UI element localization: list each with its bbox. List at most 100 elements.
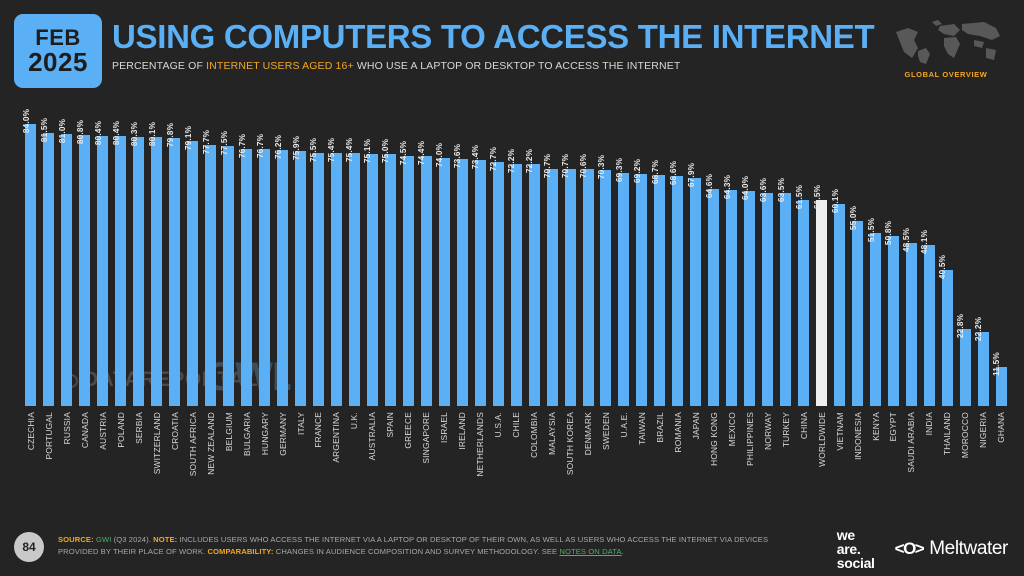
category-label: BULGARIA: [241, 412, 252, 456]
category-label: AUSTRIA: [97, 412, 108, 450]
bar-value-label: 48.5%: [902, 227, 912, 253]
category-label: U.S.A.: [493, 412, 504, 438]
bar-column: 60.1%: [831, 104, 849, 406]
category-label: SPAIN: [385, 412, 396, 438]
category-label: SWITZERLAND: [151, 412, 162, 475]
we-are-social-line3: social: [836, 555, 875, 571]
bar: [923, 245, 935, 406]
bar-value-label: 69.2%: [632, 158, 642, 184]
bar-column: 67.9%: [687, 104, 705, 406]
category-label: SOUTH KOREA: [565, 412, 576, 476]
category-label-column: NIGERIA: [974, 410, 992, 506]
category-label: SWEDEN: [600, 412, 611, 450]
category-label-column: GHANA: [992, 410, 1010, 506]
bar-column: 11.5%: [992, 104, 1010, 406]
bar: [79, 135, 91, 406]
bar: [133, 137, 145, 406]
bar-value-label: 22.2%: [974, 316, 984, 342]
category-label-column: ARGENTINA: [327, 410, 345, 506]
bar-value-label: 74.5%: [399, 140, 409, 166]
category-label: ARGENTINA: [331, 412, 342, 463]
category-label-column: HONG KONG: [705, 410, 723, 506]
category-label: BRAZIL: [654, 412, 665, 443]
category-label: GERMANY: [277, 412, 288, 456]
bar: [959, 329, 971, 406]
bar-column: 70.6%: [579, 104, 597, 406]
category-label-column: U.S.A.: [489, 410, 507, 506]
bar-value-label: 75.5%: [309, 137, 319, 163]
bar-column: 80.3%: [130, 104, 148, 406]
bar-column: 81.5%: [40, 104, 58, 406]
bar: [708, 189, 720, 406]
category-label-column: INDIA: [920, 410, 938, 506]
bar-value-label: 70.7%: [543, 153, 553, 179]
bar: [618, 173, 630, 406]
bar-value-label: 70.6%: [579, 153, 589, 179]
bar: [636, 174, 648, 406]
bar: [852, 221, 864, 406]
bar: [977, 332, 989, 406]
bar-column: 72.2%: [507, 104, 525, 406]
bar-column: 72.7%: [489, 104, 507, 406]
category-label-column: CHINA: [795, 410, 813, 506]
category-label: THAILAND: [942, 412, 953, 456]
bar: [187, 141, 199, 406]
bar: [456, 159, 468, 406]
bar-value-label: 61.5%: [794, 184, 804, 210]
page-title: USING COMPUTERS TO ACCESS THE INTERNET: [112, 18, 875, 55]
bar-column: 22.2%: [974, 104, 992, 406]
category-label-column: INDONESIA: [849, 410, 867, 506]
category-label: NORWAY: [762, 412, 773, 450]
category-label: INDIA: [924, 412, 935, 436]
source-value: GWI: [95, 535, 112, 544]
bar: [582, 169, 594, 406]
bar-column: 77.7%: [202, 104, 220, 406]
category-label: HUNGARY: [259, 412, 270, 456]
category-label: NEW ZEALAND: [205, 412, 216, 475]
bar-value-label: 11.5%: [992, 352, 1002, 376]
bar-column: 50.8%: [884, 104, 903, 406]
category-label-column: AUSTRIA: [94, 410, 112, 506]
bar: [420, 156, 432, 406]
bar-value-label: 80.4%: [93, 120, 103, 146]
category-label-column: MOROCCO: [956, 410, 974, 506]
bar-value-label: 72.2%: [525, 148, 535, 174]
we-are-social-logo: we are. social: [837, 528, 875, 570]
category-label: PORTUGAL: [43, 412, 54, 460]
bar: [277, 150, 289, 406]
bar-value-label: 60.1%: [830, 188, 840, 214]
bar-value-label: 79.1%: [183, 125, 193, 151]
bar-value-label: 68.6%: [668, 160, 678, 186]
bar-value-label: 80.3%: [129, 121, 139, 147]
category-label-column: SERBIA: [130, 410, 148, 506]
bar-value-label: 84.0%: [21, 108, 31, 134]
bar-value-label: 67.9%: [686, 162, 696, 188]
meltwater-logo: <O> Meltwater: [895, 538, 1009, 560]
header: FEB 2025 USING COMPUTERS TO ACCESS THE I…: [0, 0, 1024, 100]
bar-column: 74.4%: [417, 104, 435, 406]
bar: [905, 243, 917, 406]
bar: [169, 138, 181, 406]
bar-column: 64.0%: [741, 104, 759, 406]
bar: [295, 151, 307, 406]
date-badge: FEB 2025: [14, 14, 102, 88]
category-label: IRELAND: [457, 412, 468, 450]
bar-column: 70.3%: [597, 104, 615, 406]
bar: [348, 153, 360, 406]
bar-value-label: 40.5%: [938, 254, 948, 280]
category-label-column: TURKEY: [777, 410, 795, 506]
bar-value-label: 50.8%: [884, 220, 894, 246]
bar-column: 68.7%: [651, 104, 669, 406]
category-label-column: ROMANIA: [669, 410, 687, 506]
category-label-column: CANADA: [76, 410, 94, 506]
bar-value-label: 55.0%: [848, 205, 858, 231]
category-label-column: FRANCE: [310, 410, 328, 506]
bar-value-label: 70.3%: [596, 154, 606, 180]
bar-value-label: 74.0%: [435, 142, 445, 168]
category-label-column: CHILE: [507, 410, 525, 506]
bar: [798, 200, 810, 406]
bar-column: 75.4%: [327, 104, 345, 406]
category-label: SERBIA: [133, 412, 144, 444]
category-label: KENYA: [870, 412, 881, 441]
notes-on-data-link[interactable]: NOTES ON DATA: [559, 546, 622, 556]
